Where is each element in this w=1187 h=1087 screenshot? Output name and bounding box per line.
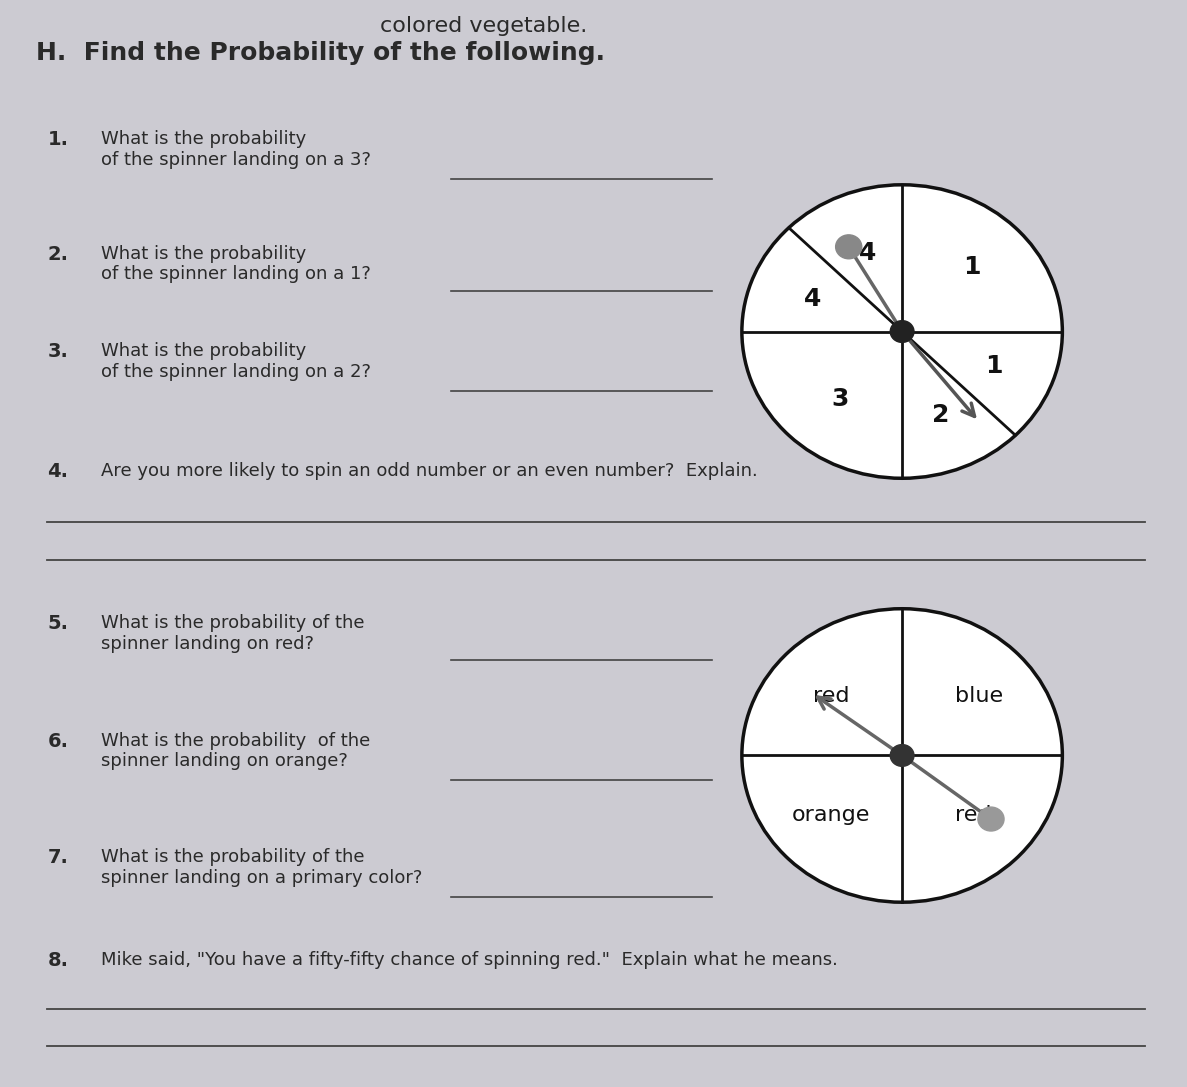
Circle shape: [890, 321, 914, 342]
Text: 4: 4: [858, 240, 876, 264]
Text: 2.: 2.: [47, 245, 69, 263]
Text: 6.: 6.: [47, 732, 69, 750]
Text: What is the probability
of the spinner landing on a 1?: What is the probability of the spinner l…: [101, 245, 370, 284]
Circle shape: [836, 235, 862, 259]
Text: 3.: 3.: [47, 342, 69, 361]
Text: H.  Find the Probability of the following.: H. Find the Probability of the following…: [36, 41, 604, 65]
Text: 4: 4: [805, 287, 821, 311]
Text: Are you more likely to spin an odd number or an even number?  Explain.: Are you more likely to spin an odd numbe…: [101, 462, 757, 480]
Text: 1: 1: [964, 255, 982, 279]
Text: 4.: 4.: [47, 462, 69, 480]
Text: What is the probability
of the spinner landing on a 3?: What is the probability of the spinner l…: [101, 130, 370, 170]
Text: blue: blue: [956, 686, 1003, 705]
Text: orange: orange: [792, 805, 870, 825]
Circle shape: [890, 745, 914, 766]
Text: Mike said, "You have a fifty-fifty chance of spinning red."  Explain what he mea: Mike said, "You have a fifty-fifty chanc…: [101, 951, 838, 970]
Text: 3: 3: [832, 387, 849, 411]
Text: 2: 2: [932, 403, 950, 427]
Text: 1: 1: [985, 353, 1003, 377]
Circle shape: [742, 609, 1062, 902]
Text: 5.: 5.: [47, 614, 69, 633]
Text: What is the probability
of the spinner landing on a 2?: What is the probability of the spinner l…: [101, 342, 370, 382]
Circle shape: [978, 807, 1004, 830]
Circle shape: [742, 185, 1062, 478]
Text: What is the probability  of the
spinner landing on orange?: What is the probability of the spinner l…: [101, 732, 370, 771]
Text: 7.: 7.: [47, 848, 69, 866]
Text: 8.: 8.: [47, 951, 69, 970]
Text: What is the probability of the
spinner landing on a primary color?: What is the probability of the spinner l…: [101, 848, 423, 887]
Text: 1.: 1.: [47, 130, 69, 149]
Text: red: red: [956, 805, 991, 825]
Text: What is the probability of the
spinner landing on red?: What is the probability of the spinner l…: [101, 614, 364, 653]
Text: colored vegetable.: colored vegetable.: [380, 16, 588, 36]
Text: red: red: [813, 686, 849, 705]
